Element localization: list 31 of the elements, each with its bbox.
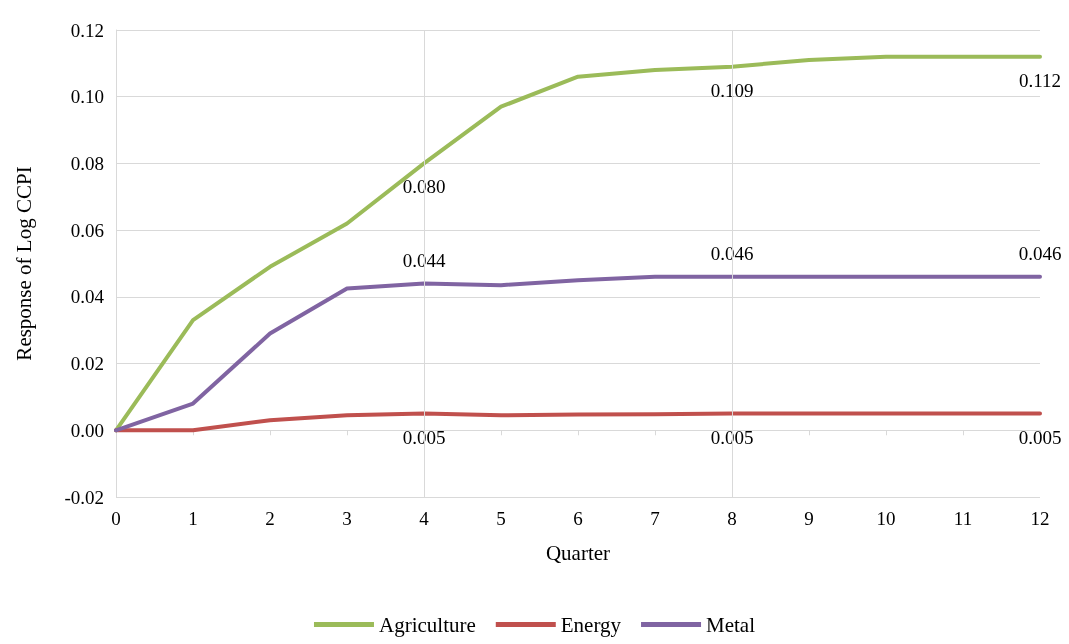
y-tick-label: -0.02 xyxy=(64,486,104,508)
data-label: 0.112 xyxy=(1018,69,1062,91)
x-tick-label: 0 xyxy=(111,508,121,529)
y-tick-label: 0.12 xyxy=(70,19,104,41)
x-tick-label: 6 xyxy=(573,508,583,529)
data-label: 0.109 xyxy=(710,79,754,101)
y-tick-label: 0.02 xyxy=(70,353,104,375)
x-tick-label: 4 xyxy=(419,508,430,529)
x-tick-label: 5 xyxy=(496,508,506,529)
x-tick-label: 1 xyxy=(188,508,198,529)
y-tick-label: 0.06 xyxy=(70,219,104,241)
legend-label: Energy xyxy=(560,612,622,637)
y-tick-label: 0.00 xyxy=(70,419,104,441)
x-axis-title: Quarter xyxy=(545,540,611,565)
x-tick-label: 10 xyxy=(876,508,896,529)
x-tick-label: 7 xyxy=(650,508,660,529)
x-tick-label: 8 xyxy=(727,508,737,529)
line-series xyxy=(114,274,1042,433)
y-tick-label: 0.04 xyxy=(70,286,105,308)
x-tick-label: 9 xyxy=(804,508,814,529)
y-tick-label: 0.10 xyxy=(70,86,104,108)
y-axis-title: Response of Log CCPI xyxy=(11,166,36,361)
data-label: 0.005 xyxy=(1018,426,1062,448)
x-tick-label: 12 xyxy=(1030,508,1050,529)
y-tick-label: 0.08 xyxy=(70,152,104,174)
x-tick-label: 11 xyxy=(953,508,973,529)
data-label: 0.046 xyxy=(1018,242,1062,264)
x-tick-label: 3 xyxy=(342,508,352,529)
legend-label: Metal xyxy=(706,612,756,637)
legend-label: Agriculture xyxy=(378,612,476,637)
x-tick-label: 2 xyxy=(265,508,275,529)
